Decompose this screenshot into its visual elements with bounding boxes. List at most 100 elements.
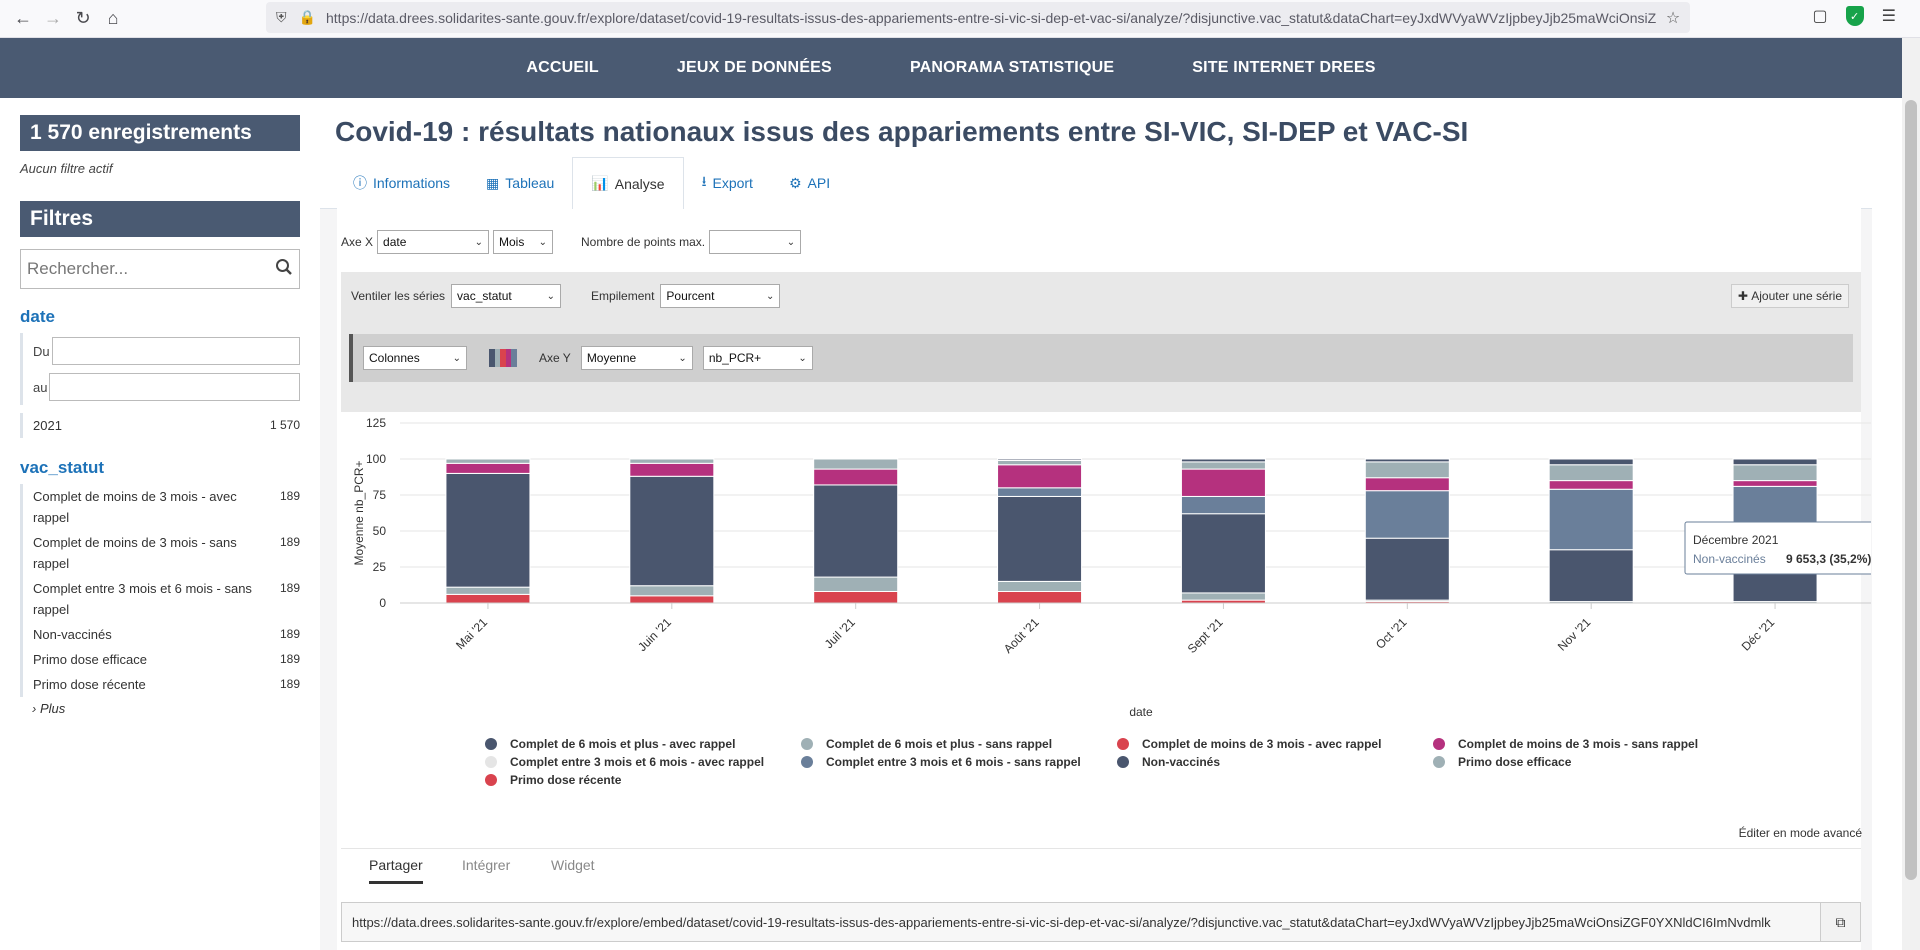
legend-label: Complet de 6 mois et plus - avec rappel: [510, 737, 735, 751]
tab-informations[interactable]: ⓘ Informations: [335, 157, 468, 209]
url-bar[interactable]: ⛨ 🔒 https://data.drees.solidarites-sante.…: [266, 2, 1690, 33]
shield-icon: ⛨: [276, 9, 287, 25]
facet-vac-statut-item[interactable]: Primo dose récente 189: [33, 672, 300, 697]
home-icon[interactable]: ⌂: [107, 8, 119, 28]
facet-item-count: 189: [279, 581, 300, 595]
x-axis-label: date: [1129, 705, 1153, 719]
facet-vac-statut-item[interactable]: Complet de moins de 3 mois - sans rappel…: [33, 530, 300, 576]
reload-icon[interactable]: ↻: [75, 8, 91, 28]
bar-segment: [997, 487, 1083, 497]
x-tick-label: Nov '21: [1555, 615, 1594, 654]
facet-vac-statut-item[interactable]: Complet entre 3 mois et 6 mois - sans ra…: [33, 576, 300, 622]
axe-y-func-select[interactable]: Moyenne ⌄: [580, 346, 693, 370]
facet-item-count: 189: [279, 677, 300, 691]
menu-icon[interactable]: ☰: [1881, 8, 1896, 25]
tab-analyse[interactable]: 📊 Analyse: [572, 157, 684, 209]
legend-marker: [801, 738, 813, 750]
axe-x-select[interactable]: date ⌄: [377, 230, 490, 254]
search-input[interactable]: Rechercher...: [20, 249, 300, 289]
y-tick-label: 0: [379, 596, 386, 610]
forward-icon[interactable]: →: [44, 8, 62, 28]
more-link[interactable]: › Plus: [32, 701, 66, 716]
plus-icon: ✚: [1737, 289, 1752, 303]
chevron-down-icon: ⌄: [452, 352, 461, 364]
facet-item-count: 189: [279, 627, 300, 641]
dataset-tabs: ⓘ Informations ▦ Tableau 📊 Analyse ⭳ Export …: [335, 157, 848, 209]
ventiler-label: Ventiler les séries: [351, 289, 446, 303]
tab-integrer[interactable]: Intégrer: [462, 857, 511, 873]
granularity-select[interactable]: Mois ⌄: [493, 230, 554, 254]
embed-url-field[interactable]: https://data.drees.solidarites-sante.gou…: [341, 902, 1861, 942]
empilement-select[interactable]: Pourcent ⌄: [660, 284, 781, 308]
bar-segment: [813, 590, 899, 604]
facet-date-group: Du au: [20, 333, 300, 405]
add-series-button[interactable]: ✚ Ajouter une série: [1730, 284, 1849, 308]
bar-segment: [813, 484, 899, 578]
scrollbar-thumb[interactable]: [1905, 100, 1917, 880]
date-to-input[interactable]: [49, 373, 300, 401]
record-count: 1 570 enregistrements: [20, 115, 300, 151]
share-tabs: Partager Intégrer Widget: [341, 848, 1861, 886]
bar-segment: [445, 462, 531, 474]
x-tick-label: Mai '21: [453, 615, 490, 652]
back-icon[interactable]: ←: [14, 8, 32, 28]
legend-label: Primo dose récente: [510, 773, 622, 787]
nav-panorama-statistique[interactable]: PANORAMA STATISTIQUE: [909, 59, 1115, 76]
advanced-mode-link[interactable]: Éditer en mode avancé: [1738, 826, 1862, 840]
extension-shield-icon[interactable]: ✓: [1845, 6, 1864, 26]
gears-icon: ⚙: [788, 174, 802, 191]
pocket-icon[interactable]: ▢: [1812, 8, 1828, 25]
facet-item-label: Non-vaccinés: [33, 627, 112, 642]
copy-icon[interactable]: ⧉: [1820, 903, 1860, 941]
embed-url: https://data.drees.solidarites-sante.gou…: [352, 914, 1771, 930]
nav-site-internet-drees[interactable]: SITE INTERNET DREES: [1192, 59, 1376, 76]
y-tick-label: 100: [366, 452, 386, 466]
ventiler-select[interactable]: vac_statut ⌄: [451, 284, 562, 308]
nav-accueil[interactable]: ACCUEIL: [526, 59, 599, 76]
x-tick-label: Sept '21: [1185, 615, 1226, 656]
bar-segment: [1180, 592, 1266, 601]
chart-type-value: Colonnes: [369, 351, 420, 365]
y-tick-label: 75: [373, 488, 387, 502]
x-tick-label: Juil '21: [822, 615, 858, 651]
facet-vac-statut-item[interactable]: Non-vaccinés 189: [33, 622, 300, 647]
legend-label: Complet de moins de 3 mois - sans rappel: [1458, 737, 1698, 751]
tooltip-series: Non-vaccinés: [1693, 552, 1766, 566]
legend-label: Complet de moins de 3 mois - avec rappel: [1142, 737, 1381, 751]
tooltip-box: [1684, 521, 1871, 575]
axe-y-field-select[interactable]: nb_PCR+ ⌄: [702, 346, 813, 370]
legend-label: Complet entre 3 mois et 6 mois - sans ra…: [826, 755, 1081, 769]
x-tick-label: Oct '21: [1373, 615, 1410, 652]
bar-segment: [629, 462, 715, 477]
facet-date-item[interactable]: 2021 1 570: [33, 413, 300, 438]
add-series-label: Ajouter une série: [1751, 289, 1842, 303]
facet-item-count: 189: [279, 535, 300, 549]
legend-marker: [1117, 738, 1129, 750]
search-icon[interactable]: [275, 258, 293, 281]
color-palette-swatch[interactable]: [489, 349, 517, 367]
tab-export[interactable]: ⭳ Export: [684, 157, 771, 209]
nav-jeux-de-donnees[interactable]: JEUX DE DONNÉES: [676, 59, 832, 76]
tab-tableau[interactable]: ▦ Tableau: [468, 157, 572, 209]
legend-marker: [485, 738, 497, 750]
chart-type-select[interactable]: Colonnes ⌄: [363, 346, 467, 370]
bookmark-star-icon[interactable]: ☆: [1665, 9, 1681, 27]
bar-segment: [629, 475, 715, 587]
facet-vac-statut-title[interactable]: vac_statut: [20, 458, 105, 477]
facet-vac-statut-item[interactable]: Primo dose efficace 189: [33, 647, 300, 672]
page-scrollbar[interactable]: [1902, 38, 1920, 950]
axe-x-value: date: [383, 235, 407, 249]
legend-label: Complet de 6 mois et plus - sans rappel: [826, 737, 1052, 751]
date-from-input[interactable]: [51, 337, 300, 365]
bar-segment: [1364, 477, 1450, 492]
facet-vac-statut-item[interactable]: Complet de moins de 3 mois - avec rappel…: [33, 484, 300, 530]
y-tick-label: 25: [373, 560, 387, 574]
max-points-select[interactable]: ⌄: [709, 230, 802, 254]
tab-label: API: [807, 175, 831, 191]
tab-api[interactable]: ⚙ API: [771, 157, 848, 209]
facet-item-label: 2021: [33, 418, 62, 433]
axe-y-label: Axe Y: [539, 351, 571, 365]
tab-partager[interactable]: Partager: [369, 857, 423, 884]
tab-widget[interactable]: Widget: [551, 857, 595, 873]
facet-date-title[interactable]: date: [20, 307, 55, 326]
